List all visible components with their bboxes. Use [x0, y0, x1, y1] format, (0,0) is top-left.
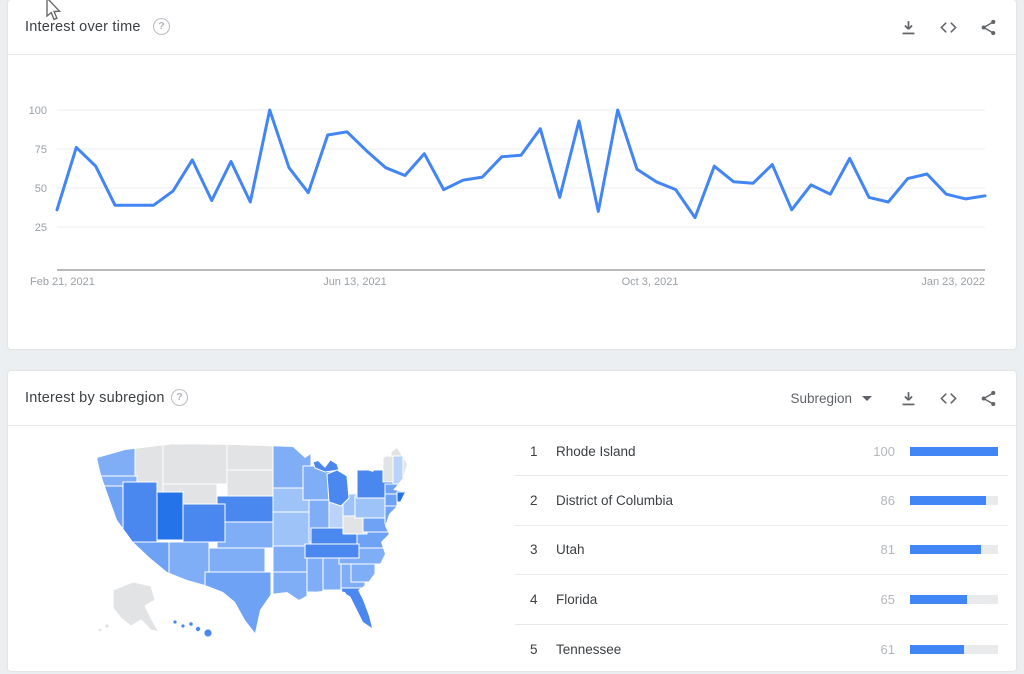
section-title: Interest by subregion	[25, 390, 165, 406]
list-item[interactable]: 5 Tennessee 61	[515, 625, 1008, 674]
embed-icon[interactable]	[939, 18, 958, 37]
rank-number: 3	[530, 542, 538, 558]
subregion-name: Tennessee	[556, 641, 622, 657]
value-bar	[910, 644, 998, 654]
rank-number: 1	[530, 443, 538, 459]
mouse-cursor	[46, 0, 62, 21]
svg-text:Feb 21, 2021: Feb 21, 2021	[30, 276, 95, 288]
subregion-name: District of Columbia	[556, 493, 674, 509]
help-icon[interactable]: ?	[153, 18, 170, 35]
interest-by-subregion-card: Interest by subregion ? Subregion	[8, 371, 1016, 671]
svg-text:100: 100	[29, 105, 47, 117]
rank-number: 4	[530, 591, 538, 607]
share-icon[interactable]	[979, 389, 998, 408]
page-title: Interest over time	[25, 19, 141, 35]
list-item[interactable]: 2 District of Columbia 86	[515, 476, 1008, 526]
hawaii-shape	[173, 620, 212, 637]
subregion-value: 65	[880, 591, 895, 607]
rank-number: 5	[530, 641, 538, 657]
subregion-name: Utah	[556, 542, 585, 558]
download-icon[interactable]	[899, 18, 918, 37]
value-bar	[910, 446, 998, 456]
time-card-header: Interest over time ?	[8, 0, 1016, 55]
svg-text:50: 50	[35, 183, 47, 195]
value-bar	[910, 545, 998, 555]
subregion-name: Florida	[556, 591, 598, 607]
interest-over-time-chart[interactable]: 100 75 50 25 Feb 21, 2021 Jun 13, 2021 Oct 3, …	[8, 55, 1016, 349]
chevron-down-icon	[862, 396, 872, 401]
list-item[interactable]: 4 Florida 65	[515, 575, 1008, 625]
svg-text:Jan 23, 2022: Jan 23, 2022	[921, 276, 985, 288]
rank-number: 2	[530, 493, 538, 509]
embed-icon[interactable]	[939, 389, 958, 408]
interest-over-time-card: Interest over time ? 100 75 50 25 Feb 21, 20…	[8, 0, 1016, 349]
subregion-dropdown[interactable]: Subregion	[790, 391, 872, 406]
subregion-value: 86	[880, 493, 895, 509]
value-bar	[910, 496, 998, 506]
alaska-shape	[98, 581, 161, 633]
subregion-dropdown-label: Subregion	[790, 391, 852, 406]
subregion-card-header: Interest by subregion ? Subregion	[8, 371, 1016, 426]
subregion-value: 61	[880, 641, 895, 657]
subregion-ranking-list: 1 Rhode Island 100 2 District of Columbi…	[515, 427, 1008, 674]
help-icon[interactable]: ?	[171, 389, 188, 406]
svg-text:Jun 13, 2021: Jun 13, 2021	[323, 276, 387, 288]
svg-text:Oct 3, 2021: Oct 3, 2021	[622, 276, 679, 288]
share-icon[interactable]	[979, 18, 998, 37]
download-icon[interactable]	[899, 389, 918, 408]
svg-text:25: 25	[35, 222, 47, 234]
list-item[interactable]: 3 Utah 81	[515, 526, 1008, 576]
us-choropleth-map[interactable]	[55, 430, 515, 666]
value-bar	[910, 594, 998, 604]
svg-text:75: 75	[35, 144, 47, 156]
list-item[interactable]: 1 Rhode Island 100	[515, 427, 1008, 477]
subregion-value: 100	[873, 443, 895, 459]
subregion-value: 81	[880, 542, 895, 558]
subregion-name: Rhode Island	[556, 443, 636, 459]
